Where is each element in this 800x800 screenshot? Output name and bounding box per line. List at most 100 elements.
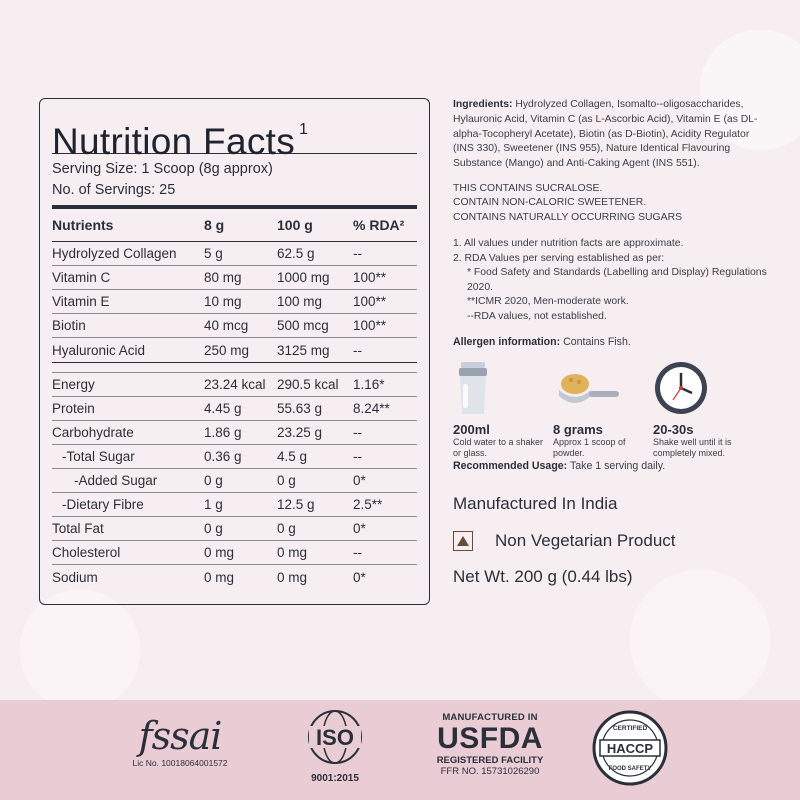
rda-percent: 8.24** — [353, 401, 390, 416]
amount-8g: 23.24 kcal — [204, 377, 266, 392]
header-100g: 100 g — [277, 217, 313, 233]
fssai-license: Lic No. 10018064001572 — [132, 758, 228, 768]
amount-8g: 80 mg — [204, 270, 242, 285]
usage-step-shake: 20-30s Shake well until it is completely… — [653, 360, 753, 458]
rda-percent: -- — [353, 342, 362, 358]
amount-8g: 10 mg — [204, 294, 242, 309]
nutrition-row: Biotin 40 mcg 500 mcg 100** — [52, 314, 417, 338]
usage-step-scoop-text: Approx 1 scoop of powder. — [553, 437, 626, 458]
rda-percent: -- — [353, 545, 362, 560]
nutrient-name: -Total Sugar — [62, 449, 135, 464]
nutrition-table-header: Nutrients 8 g 100 g % RDA² — [52, 209, 417, 241]
amount-100g: 500 mcg — [277, 318, 329, 333]
amount-100g: 3125 mg — [277, 342, 330, 358]
nutrition-row: Carbohydrate 1.86 g 23.25 g -- — [52, 421, 417, 445]
clock-icon — [655, 362, 707, 415]
amount-100g: 12.5 g — [277, 497, 315, 512]
usage-step-water: 200ml Cold water to a shaker or glass. — [453, 360, 553, 458]
nutrition-row: Hydrolyzed Collagen 5 g 62.5 g -- — [52, 242, 417, 266]
amount-100g: 0 mg — [277, 545, 308, 560]
nutrition-row: Vitamin C 80 mg 1000 mg 100** — [52, 266, 417, 290]
nutrient-name: Carbohydrate — [52, 425, 134, 440]
nutrient-name: Total Fat — [52, 521, 104, 536]
amount-8g: 0 mg — [204, 545, 235, 560]
nutrient-name: Protein — [52, 401, 95, 416]
nutrition-row: Hyaluronic Acid 250 mg 3125 mg -- — [52, 338, 417, 362]
svg-text:FOOD SAFETY: FOOD SAFETY — [609, 766, 652, 772]
nutrition-row: Protein 4.45 g 55.63 g 8.24** — [52, 397, 417, 421]
amount-8g: 0.36 g — [204, 449, 242, 464]
fssai-mark: fssai — [138, 714, 223, 758]
svg-text:ISO: ISO — [316, 725, 354, 750]
nutrition-row: -Added Sugar 0 g 0 g 0* — [52, 469, 417, 493]
haccp-seal-icon: HACCP CERTIFIED FOOD SAFETY — [592, 710, 668, 786]
rda-percent: 100** — [353, 318, 387, 333]
nutrient-name: Vitamin E — [52, 294, 110, 309]
fssai-logo: fssai Lic No. 10018064001572 — [120, 708, 240, 768]
ingredients: Ingredients: Hydrolyzed Collagen, Isomal… — [453, 99, 758, 170]
non-veg-icon — [453, 531, 473, 552]
rda-percent: 100** — [353, 270, 387, 285]
nutrition-row: -Dietary Fibre 1 g 12.5 g 2.5** — [52, 493, 417, 517]
amount-100g: 0 g — [277, 473, 296, 488]
rda-percent: -- — [353, 246, 362, 261]
serving-info: Serving Size: 1 Scoop (8g approx) No. of… — [52, 154, 417, 205]
haccp-logo: HACCP CERTIFIED FOOD SAFETY — [590, 708, 670, 793]
amount-100g: 0 mg — [277, 569, 308, 585]
nutrition-title: Nutrition Facts 1 — [52, 121, 309, 162]
nutrition-group-actives: Hydrolyzed Collagen 5 g 62.5 g -- Vitamin C 8… — [52, 242, 417, 362]
nutrient-name: Biotin — [52, 318, 86, 333]
nutrition-row: Energy 23.24 kcal 290.5 kcal 1.16* — [52, 373, 417, 397]
iso-caption: 9001:2015 — [311, 773, 359, 784]
scoop-icon — [559, 374, 619, 404]
amount-8g: 0 g — [204, 521, 223, 536]
shaker-icon — [459, 362, 487, 415]
nutrition-row: -Total Sugar 0.36 g 4.5 g -- — [52, 445, 417, 469]
svg-text:CERTIFIED: CERTIFIED — [613, 725, 648, 732]
amount-8g: 5 g — [204, 246, 223, 261]
header-nutrients: Nutrients — [52, 217, 114, 233]
contains-notice: THIS CONTAINS SUCRALOSE. CONTAIN NON-CAL… — [453, 182, 683, 223]
non-veg-label: Non Vegetarian Product — [495, 531, 676, 551]
iso-globe-icon: ISO — [308, 710, 362, 764]
usage-steps: 200ml Cold water to a shaker or glass. 8… — [453, 360, 768, 458]
non-veg-marker: Non Vegetarian Product — [453, 531, 768, 552]
amount-100g: 4.5 g — [277, 449, 308, 464]
amount-8g: 0 mg — [204, 569, 235, 585]
rda-percent: 0* — [353, 521, 366, 536]
amount-100g: 62.5 g — [277, 246, 315, 261]
amount-100g: 100 mg — [277, 294, 323, 309]
recommended-usage: Recommended Usage: Take 1 serving daily. — [453, 460, 666, 473]
rda-percent: 100** — [353, 294, 387, 309]
rda-percent: 0* — [353, 473, 366, 488]
header-8g: 8 g — [204, 217, 225, 233]
svg-text:HACCP: HACCP — [607, 741, 654, 756]
nutrition-facts-panel: Nutrition Facts 1 Serving Size: 1 Scoop (… — [39, 98, 430, 605]
allergen-info: Allergen information: Contains Fish. — [453, 336, 631, 349]
header-rda: % RDA² — [353, 217, 405, 233]
background — [0, 0, 800, 700]
nutrition-row: Cholesterol 0 mg 0 mg -- — [52, 541, 417, 565]
amount-100g: 0 g — [277, 521, 296, 536]
rda-percent: 2.5** — [353, 497, 383, 512]
rda-percent: 1.16* — [353, 377, 385, 392]
nutrient-name: Vitamin C — [52, 270, 111, 285]
amount-8g: 250 mg — [204, 342, 250, 358]
amount-8g: 1.86 g — [204, 425, 242, 440]
usage-step-scoop: 8 grams Approx 1 scoop of powder. — [553, 360, 653, 458]
amount-100g: 290.5 kcal — [277, 377, 339, 392]
right-column: Ingredients: Hydrolyzed Collagen, Isomal… — [453, 98, 768, 587]
usage-step-shake-time: 20-30s — [653, 422, 694, 438]
usage-step-water-text: Cold water to a shaker or glass. — [453, 437, 544, 458]
amount-8g: 4.45 g — [204, 401, 242, 416]
amount-8g: 1 g — [204, 497, 223, 512]
nutrient-name: Sodium — [52, 569, 98, 585]
serving-size: Serving Size: 1 Scoop (8g approx) — [52, 161, 273, 177]
usage-step-scoop-amount: 8 grams — [553, 422, 603, 438]
nutrient-name: -Dietary Fibre — [62, 497, 144, 512]
certification-footer: fssai Lic No. 10018064001572 ISO 9001:20… — [0, 700, 800, 800]
nutrient-name: Cholesterol — [52, 545, 121, 560]
iso-logo: ISO 9001:2015 — [295, 708, 375, 784]
servings-count: No. of Servings: 25 — [52, 182, 176, 198]
nutrient-name: -Added Sugar — [74, 473, 158, 488]
